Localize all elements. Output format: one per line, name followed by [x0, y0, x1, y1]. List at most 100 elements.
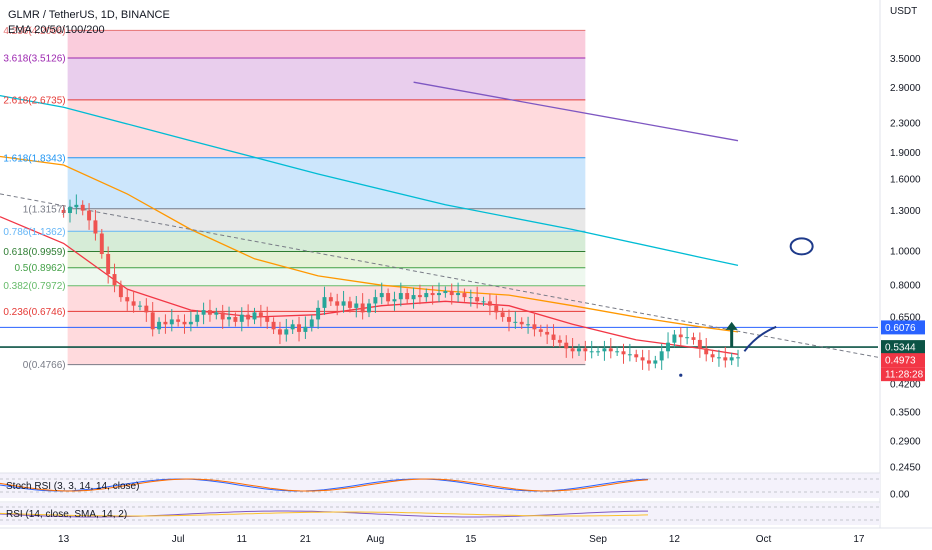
time-tick-label: 21	[300, 534, 312, 545]
fib-zone	[67, 251, 586, 268]
fib-level-label: 4.236(4.2066)	[3, 26, 65, 37]
fib-zone	[67, 58, 586, 100]
candle-body	[316, 307, 321, 320]
candle-body	[112, 274, 117, 286]
drawing-annotations	[679, 237, 814, 377]
price-badge-label: 0.6076	[885, 323, 916, 334]
candle-body	[246, 314, 251, 320]
rsi-sma-line	[0, 511, 649, 517]
candle-body	[87, 210, 92, 221]
stoch-rsi-title[interactable]: Stoch RSI (3, 3, 14, 14, close)	[6, 481, 139, 492]
rsi-pane[interactable]	[0, 503, 880, 525]
rsi-lines	[0, 510, 649, 518]
fib-zone	[67, 157, 586, 209]
candle-body	[258, 312, 263, 318]
candle-body	[169, 319, 174, 325]
time-tick-label: 17	[853, 534, 865, 545]
candle-body	[519, 321, 524, 325]
fib-level-label: 0.382(0.7972)	[3, 281, 65, 292]
candle-body	[239, 314, 244, 322]
candle-body	[74, 204, 79, 208]
rsi-title[interactable]: RSI (14, close, SMA, 14, 2)	[6, 509, 127, 520]
candle-body	[131, 301, 136, 306]
price-axis-ticks[interactable]: 3.5000 2.9000 2.3000 1.9000 1.6000 1.3000 1.00…	[890, 54, 921, 500]
chart-header-symbol[interactable]: GLMR / TetherUS, 1D, BINANCE	[8, 9, 170, 21]
candle-body	[417, 295, 422, 298]
fib-level-label: 1.618(1.8343)	[3, 153, 65, 164]
candle-body	[157, 321, 162, 330]
candle-body	[507, 317, 511, 322]
time-tick-label: 11	[237, 534, 248, 545]
hand-drawn-circle	[789, 237, 814, 256]
price-badges: 0.6076 0.5344 0.4973 11:28:28	[881, 320, 925, 382]
candle-body	[596, 351, 601, 353]
stoch-rsi-pane[interactable]	[0, 473, 880, 498]
candle-body	[526, 324, 531, 326]
chart-header-indicator[interactable]: EMA 20/50/100/200	[8, 24, 105, 36]
price-tick-label: 0.8000	[890, 281, 921, 292]
candle-body	[297, 324, 302, 332]
ema20-line	[0, 216, 739, 355]
candle-body	[564, 342, 569, 349]
candle-body	[303, 326, 308, 332]
price-badge	[881, 320, 925, 335]
candle-body	[227, 317, 232, 320]
candle-body	[691, 337, 696, 340]
candle-body	[80, 204, 85, 211]
candle-body	[481, 301, 486, 303]
candle-body	[61, 209, 66, 214]
candle-body	[379, 293, 384, 298]
candle-body	[513, 321, 518, 323]
hand-drawn-curve	[743, 325, 777, 352]
candle-body	[538, 329, 543, 332]
price-badge-label: 0.4973	[885, 356, 916, 367]
price-tick-label: 2.3000	[890, 119, 921, 130]
candle-body	[723, 357, 728, 361]
price-axis-unit: USDT	[890, 6, 917, 17]
fib-zone	[67, 231, 586, 252]
candle-body	[678, 334, 683, 338]
candle-body	[99, 233, 104, 255]
candle-body	[367, 303, 371, 313]
candle-body	[640, 357, 645, 361]
stoch-rsi-lines	[0, 478, 649, 492]
price-tick-label: 0.4200	[890, 380, 921, 391]
fib-zone	[67, 30, 586, 59]
price-tick-label: 3.5000	[890, 54, 921, 65]
price-tick-label: 1.9000	[890, 148, 921, 159]
price-badge-label: 0.5344	[885, 343, 916, 354]
candle-body	[576, 348, 581, 352]
candle-body	[271, 321, 276, 330]
candle-body	[322, 297, 327, 308]
time-axis-ticks[interactable]: 13 Jul 11 21 Aug 15 Sep 12 Oct 17	[58, 534, 865, 545]
fibonacci-zones	[67, 30, 586, 365]
candle-body	[424, 293, 429, 298]
time-tick-label: Oct	[756, 534, 772, 545]
candle-body	[729, 357, 734, 361]
price-tick-label: 0.2450	[890, 462, 921, 473]
candle-body	[634, 354, 639, 358]
candle-body	[659, 351, 664, 361]
candle-body	[163, 321, 168, 325]
fib-level-label: 2.618(2.6735)	[3, 95, 65, 106]
candle-body	[627, 354, 632, 356]
candle-body	[621, 351, 626, 355]
fib-level-label: 0.236(0.6746)	[3, 307, 65, 318]
time-tick-label: 12	[669, 534, 681, 545]
candle-body	[220, 312, 225, 320]
price-tick-label: 1.0000	[890, 246, 921, 257]
candle-body	[697, 339, 702, 349]
candle-body	[532, 324, 537, 330]
candle-body	[672, 334, 677, 343]
price-tick-label: 1.3000	[890, 206, 921, 217]
candle-body	[252, 312, 257, 320]
candle-body	[405, 293, 410, 300]
candle-body	[201, 310, 206, 315]
candle-body	[125, 297, 130, 302]
candle-body	[500, 312, 505, 318]
candle-body	[443, 291, 448, 294]
fib-level-label: 3.618(3.5126)	[3, 54, 65, 65]
candle-body	[233, 317, 238, 322]
time-tick-label: Jul	[172, 534, 185, 545]
